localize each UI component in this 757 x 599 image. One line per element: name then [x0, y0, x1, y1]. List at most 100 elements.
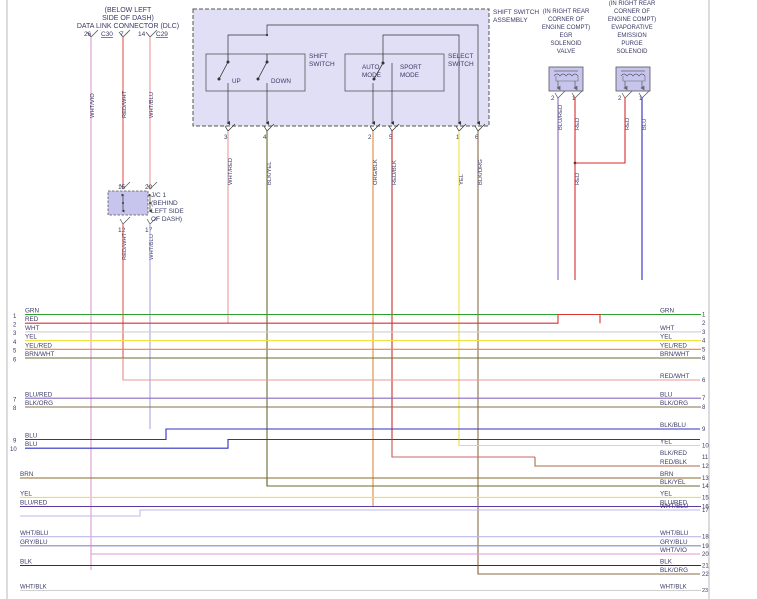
svg-text:SOLENOID: SOLENOID	[550, 41, 582, 47]
svg-text:4: 4	[702, 339, 706, 345]
svg-text:SELECT: SELECT	[448, 53, 473, 60]
svg-text:(IN RIGHT REAR: (IN RIGHT REAR	[543, 9, 590, 15]
svg-text:C29: C29	[156, 31, 168, 38]
svg-text:WHT/VIO: WHT/VIO	[90, 93, 96, 118]
svg-text:WHT/BLU: WHT/BLU	[149, 92, 155, 118]
svg-text:UP: UP	[232, 78, 241, 85]
svg-text:YEL/RED: YEL/RED	[660, 342, 687, 349]
svg-text:SIDE OF DASH): SIDE OF DASH)	[102, 15, 154, 22]
svg-text:RED/WHT: RED/WHT	[660, 373, 690, 380]
svg-text:RED/BLK: RED/BLK	[660, 459, 688, 466]
svg-text:BLK/ORG: BLK/ORG	[660, 400, 688, 407]
svg-text:BRN/WHT: BRN/WHT	[660, 351, 690, 358]
svg-text:18: 18	[702, 535, 709, 541]
svg-text:ENGINE COMPT): ENGINE COMPT)	[542, 25, 590, 31]
svg-text:ORG/BLK: ORG/BLK	[373, 159, 379, 185]
svg-text:EGR: EGR	[559, 33, 573, 39]
svg-text:2: 2	[13, 323, 17, 329]
svg-text:WHT: WHT	[25, 325, 39, 332]
svg-text:6: 6	[13, 357, 17, 363]
svg-text:BLK/RED: BLK/RED	[660, 450, 687, 457]
svg-text:MODE: MODE	[362, 72, 381, 79]
svg-text:AUTO: AUTO	[362, 64, 379, 71]
svg-text:BLU: BLU	[660, 391, 673, 398]
svg-text:RED/WHT: RED/WHT	[122, 90, 128, 118]
svg-text:7: 7	[13, 398, 17, 404]
svg-text:21: 21	[702, 564, 709, 570]
svg-text:WHT/BLK: WHT/BLK	[660, 585, 687, 591]
svg-text:PURGE: PURGE	[621, 41, 642, 47]
svg-text:BLU/RED: BLU/RED	[20, 500, 48, 507]
svg-text:EVAPORATIVE: EVAPORATIVE	[611, 25, 652, 31]
svg-text:MODE: MODE	[400, 72, 419, 79]
svg-text:BLK/ORG: BLK/ORG	[660, 567, 688, 574]
svg-text:BLK/ORG: BLK/ORG	[25, 400, 53, 407]
svg-text:C30: C30	[101, 31, 113, 38]
svg-text:22: 22	[702, 572, 709, 578]
svg-text:10: 10	[10, 447, 17, 453]
svg-text:BLU: BLU	[25, 441, 38, 448]
svg-text:WHT/BLU: WHT/BLU	[660, 503, 689, 510]
svg-text:RED/BLK: RED/BLK	[392, 160, 398, 185]
svg-text:SWITCH: SWITCH	[448, 61, 474, 68]
svg-text:8: 8	[702, 405, 706, 411]
svg-text:14: 14	[138, 31, 146, 38]
svg-text:8: 8	[13, 406, 17, 412]
svg-text:WHT/BLU: WHT/BLU	[20, 530, 49, 537]
svg-text:9: 9	[13, 439, 17, 445]
svg-text:OF DASH): OF DASH)	[151, 216, 182, 223]
svg-text:BLU/RED: BLU/RED	[558, 105, 564, 130]
svg-text:BRN: BRN	[660, 471, 674, 478]
svg-text:BLK: BLK	[20, 559, 33, 566]
svg-text:2: 2	[702, 321, 706, 327]
svg-text:YEL: YEL	[660, 334, 672, 341]
svg-text:BRN: BRN	[20, 471, 34, 478]
svg-text:13: 13	[702, 476, 709, 482]
svg-text:12: 12	[118, 227, 126, 234]
svg-text:BLK/ORG: BLK/ORG	[478, 159, 484, 185]
svg-text:YEL: YEL	[25, 334, 37, 341]
svg-text:DOWN: DOWN	[271, 78, 291, 85]
svg-text:YEL: YEL	[20, 491, 32, 498]
svg-text:GRY/BLU: GRY/BLU	[20, 539, 48, 546]
svg-text:19: 19	[702, 544, 709, 550]
svg-text:20: 20	[702, 552, 709, 558]
svg-text:GRY/BLU: GRY/BLU	[660, 539, 688, 546]
svg-text:LEFT SIDE: LEFT SIDE	[151, 208, 184, 215]
svg-text:(BEHIND: (BEHIND	[151, 200, 178, 207]
svg-text:11: 11	[702, 455, 709, 461]
svg-text:6: 6	[702, 356, 706, 362]
svg-text:DATA LINK CONNECTOR (DLC): DATA LINK CONNECTOR (DLC)	[77, 23, 179, 30]
svg-text:SPORT: SPORT	[400, 64, 422, 71]
svg-text:WHT/BLK: WHT/BLK	[20, 585, 47, 591]
svg-text:2: 2	[368, 134, 372, 141]
svg-text:YEL/RED: YEL/RED	[25, 342, 52, 349]
svg-text:5: 5	[702, 347, 706, 353]
svg-text:WHT/VIO: WHT/VIO	[660, 547, 687, 554]
svg-text:BLU/RED: BLU/RED	[25, 391, 53, 398]
svg-text:ENGINE COMPT): ENGINE COMPT)	[608, 17, 656, 23]
svg-text:3: 3	[702, 330, 706, 336]
svg-text:SHIFT: SHIFT	[309, 53, 328, 60]
svg-text:EMISSION: EMISSION	[617, 33, 646, 39]
svg-text:BLK: BLK	[660, 559, 673, 566]
svg-text:BLK/YEL: BLK/YEL	[660, 479, 686, 486]
svg-text:BLK/BLU: BLK/BLU	[660, 422, 686, 429]
svg-text:BLU: BLU	[642, 119, 648, 130]
svg-text:17: 17	[702, 508, 709, 514]
svg-text:3: 3	[224, 134, 228, 141]
svg-text:YEL: YEL	[459, 173, 465, 185]
svg-text:WHT/BLU: WHT/BLU	[660, 530, 689, 537]
svg-text:YEL: YEL	[660, 439, 672, 446]
svg-text:SOLENOID: SOLENOID	[616, 49, 648, 55]
svg-text:RED: RED	[625, 118, 631, 130]
svg-text:9: 9	[702, 427, 706, 433]
svg-text:J/C 1: J/C 1	[151, 192, 167, 199]
svg-text:GRN: GRN	[660, 308, 674, 315]
svg-text:BLU: BLU	[25, 433, 38, 440]
svg-text:VALVE: VALVE	[557, 49, 575, 55]
svg-text:1: 1	[702, 313, 706, 319]
svg-text:RED: RED	[25, 316, 39, 323]
svg-text:2: 2	[618, 95, 622, 102]
svg-text:4: 4	[13, 340, 17, 346]
